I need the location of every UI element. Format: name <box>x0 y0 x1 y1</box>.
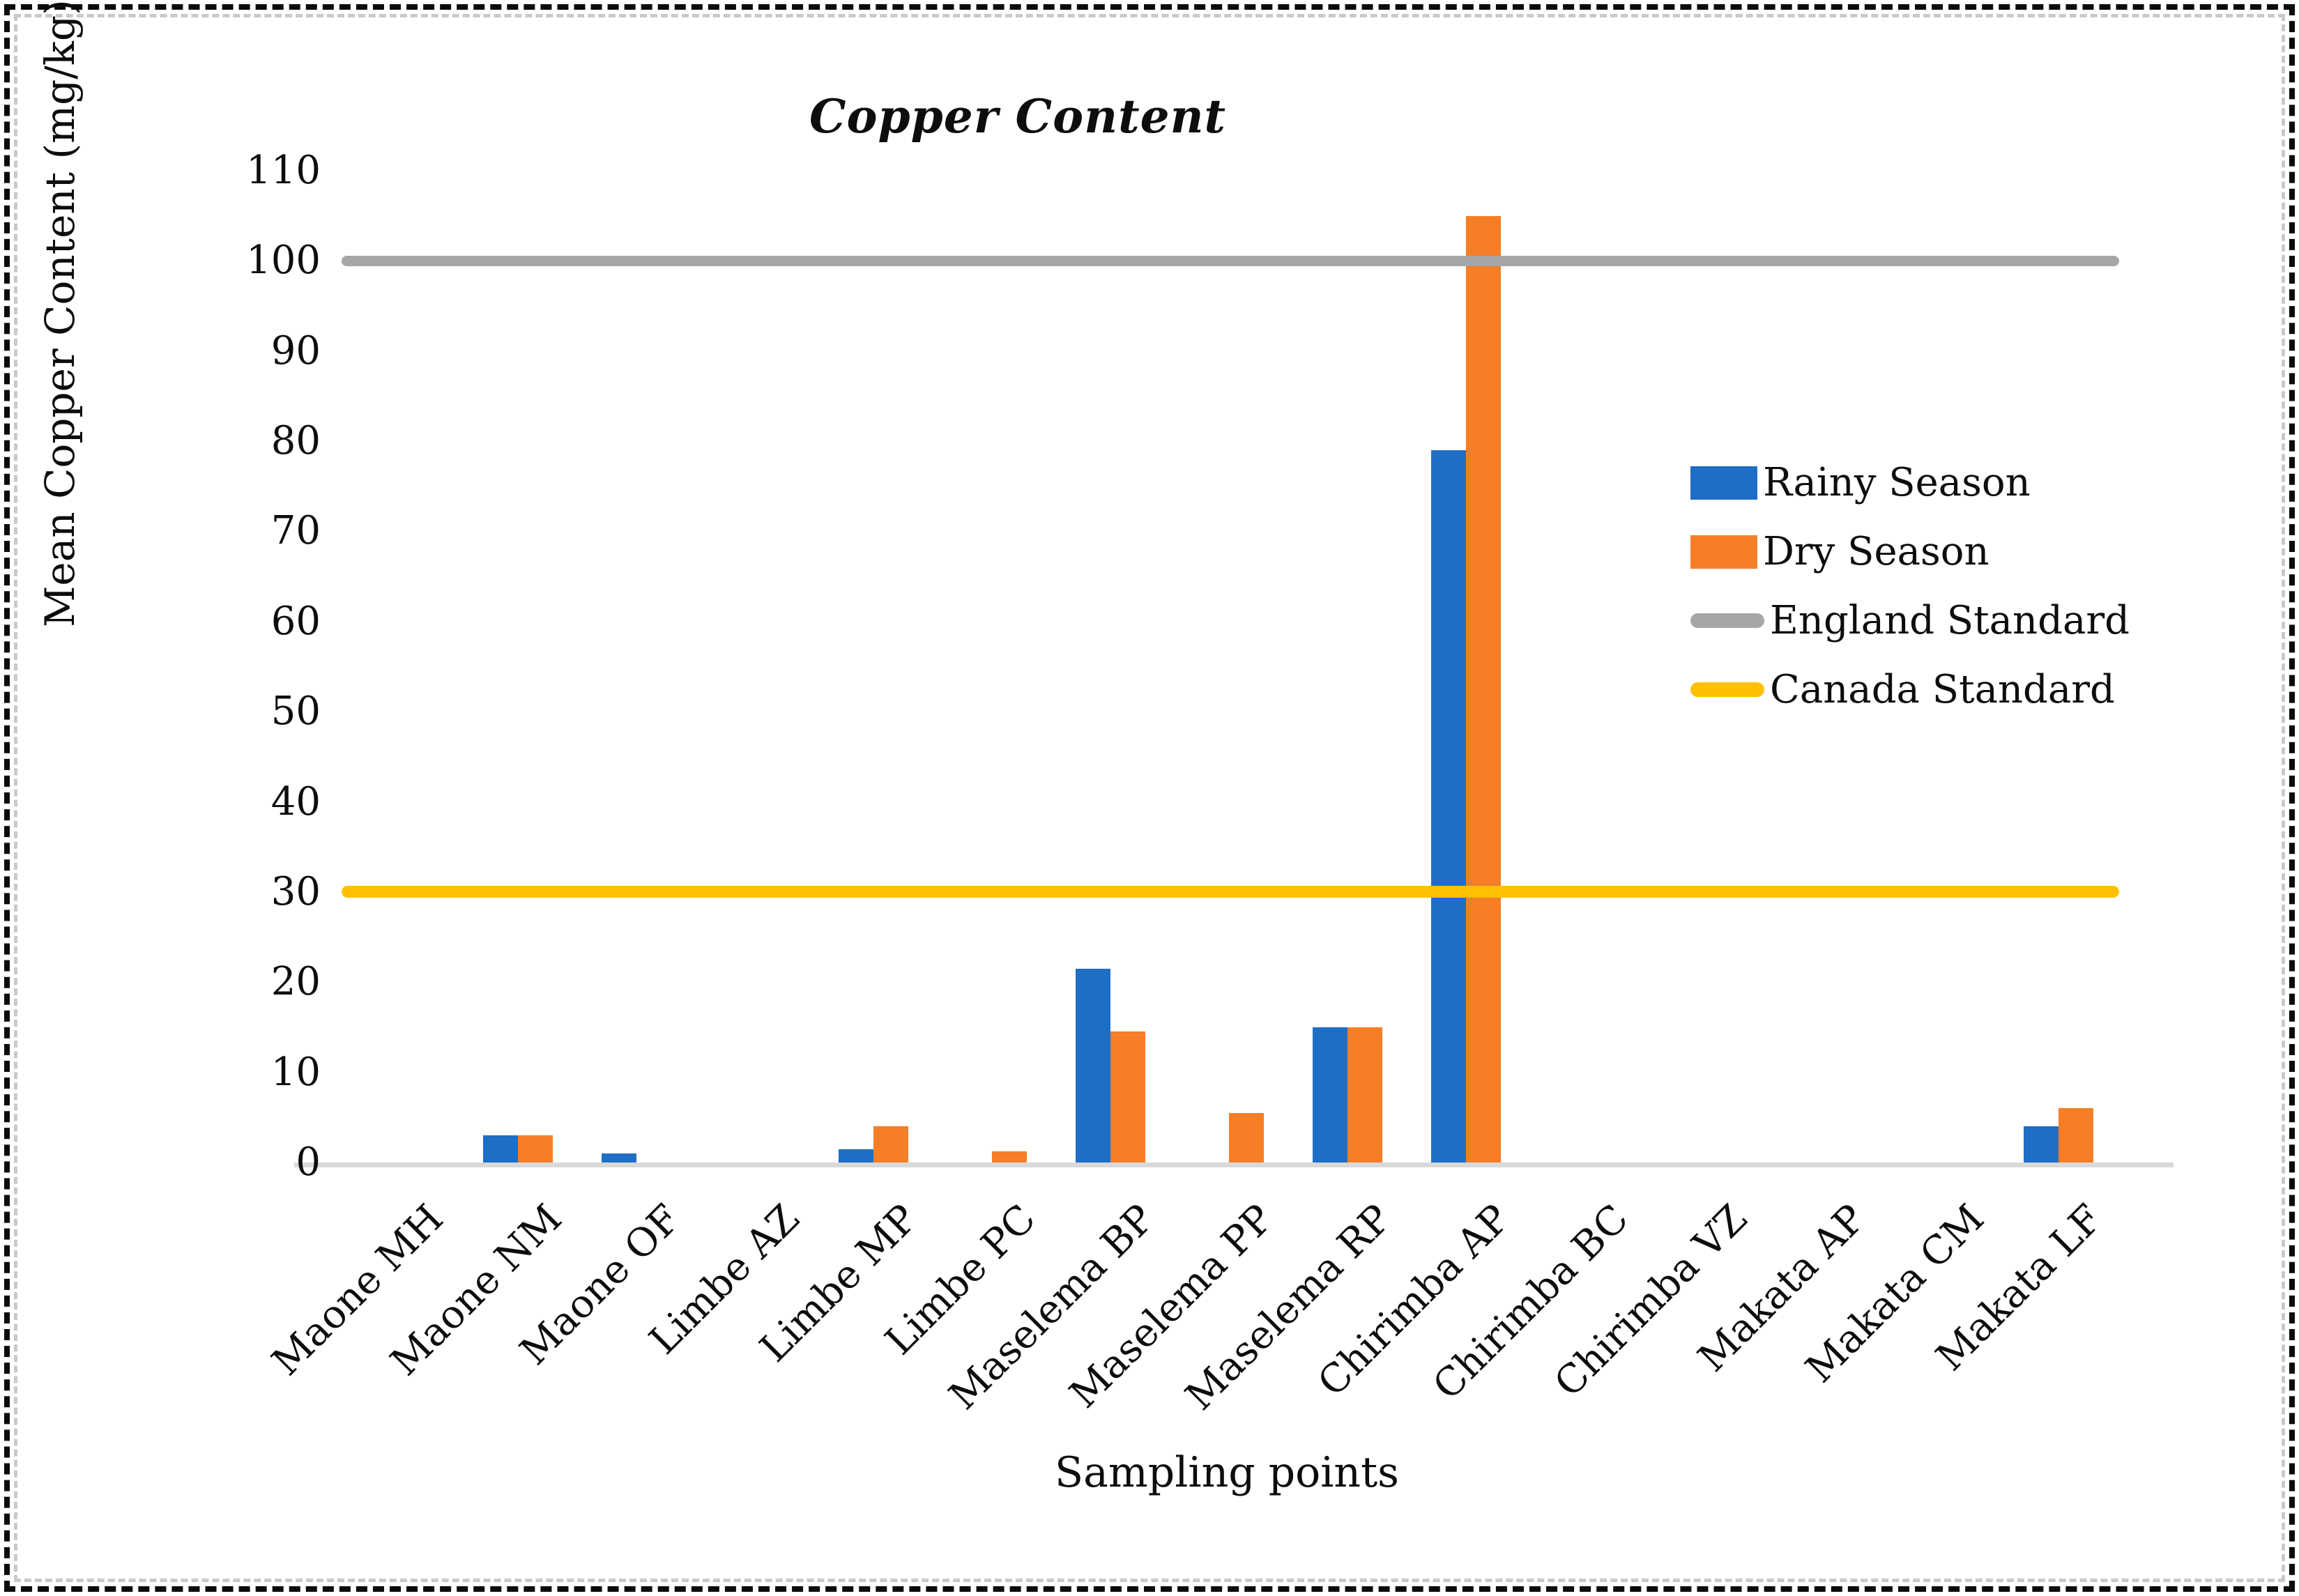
y-axis-title: Mean Copper Content (mg/kg) <box>36 0 84 627</box>
y-tick-label-0: 0 <box>296 1140 321 1185</box>
bar-dry-season-maselema-bp <box>1110 1031 1145 1163</box>
chart-title: Copper Content <box>809 89 1227 144</box>
legend-label-canada-standard: Canada Standard <box>1770 667 2115 712</box>
x-axis-category-label-maselema-rp: Maselema RP <box>1177 1196 1400 1420</box>
legend: Rainy Season Dry Season England Standard Ca… <box>1690 448 2130 724</box>
legend-item-england-standard: England Standard <box>1690 586 2130 655</box>
legend-swatch-icon-rainy-season <box>1690 466 1757 500</box>
bar-dry-season-limbe-pc <box>992 1151 1027 1163</box>
bar-dry-season-maselema-rp <box>1347 1027 1382 1163</box>
y-tick-label-110: 110 <box>246 148 321 193</box>
legend-label-england-standard: England Standard <box>1770 598 2130 643</box>
x-axis-line <box>294 1163 2174 1167</box>
y-tick-label-50: 50 <box>270 689 321 735</box>
reference-line-england-standard <box>342 255 2119 266</box>
reference-line-canada-standard <box>342 886 2119 898</box>
legend-item-canada-standard: Canada Standard <box>1690 655 2130 724</box>
bar-rainy-season-maselema-rp <box>1313 1027 1347 1163</box>
y-tick-label-20: 20 <box>270 959 321 1005</box>
y-tick-label-90: 90 <box>270 328 321 374</box>
y-tick-label-100: 100 <box>246 238 321 284</box>
legend-label-rainy-season: Rainy Season <box>1763 460 2031 505</box>
x-axis-category-label-maselema-bp: Maselema BP <box>940 1196 1163 1419</box>
x-axis-title: Sampling points <box>1055 1448 1399 1497</box>
y-tick-label-30: 30 <box>270 868 321 914</box>
legend-swatch-icon-canada-standard <box>1690 682 1764 697</box>
bar-rainy-season-maselema-bp <box>1076 968 1110 1163</box>
legend-label-dry-season: Dry Season <box>1763 529 1989 574</box>
plot-area: Rainy Season Dry Season England Standard Ca… <box>294 171 2174 1167</box>
legend-swatch-icon-england-standard <box>1690 613 1764 628</box>
y-tick-label-40: 40 <box>270 778 321 824</box>
y-tick-label-70: 70 <box>270 508 321 554</box>
x-axis-category-label-maselema-pp: Maselema PP <box>1060 1196 1282 1418</box>
legend-item-rainy-season: Rainy Season <box>1690 448 2130 517</box>
bar-dry-season-chirimba-ap <box>1466 215 1501 1163</box>
bar-rainy-season-limbe-mp <box>839 1149 873 1163</box>
bar-rainy-season-chirimba-ap <box>1431 450 1466 1163</box>
bar-dry-season-limbe-mp <box>873 1126 908 1163</box>
bar-rainy-season-makata-lf <box>2024 1126 2059 1163</box>
bar-rainy-season-maone-nm <box>483 1135 518 1163</box>
bar-rainy-season-maone-of <box>602 1153 636 1163</box>
bar-dry-season-makata-lf <box>2059 1108 2093 1163</box>
bar-dry-season-maselema-pp <box>1229 1112 1264 1163</box>
legend-swatch-icon-dry-season <box>1690 535 1757 569</box>
y-tick-label-80: 80 <box>270 418 321 464</box>
bar-dry-season-maone-nm <box>518 1135 553 1163</box>
legend-item-dry-season: Dry Season <box>1690 517 2130 586</box>
y-tick-label-60: 60 <box>270 598 321 644</box>
y-tick-label-10: 10 <box>270 1049 321 1095</box>
